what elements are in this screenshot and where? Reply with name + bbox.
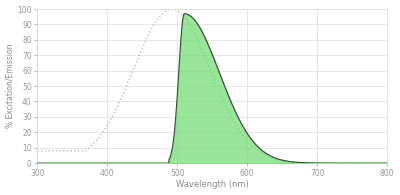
- Y-axis label: % Excitation/Emission: % Excitation/Emission: [6, 44, 14, 128]
- X-axis label: Wavelength (nm): Wavelength (nm): [176, 180, 249, 190]
